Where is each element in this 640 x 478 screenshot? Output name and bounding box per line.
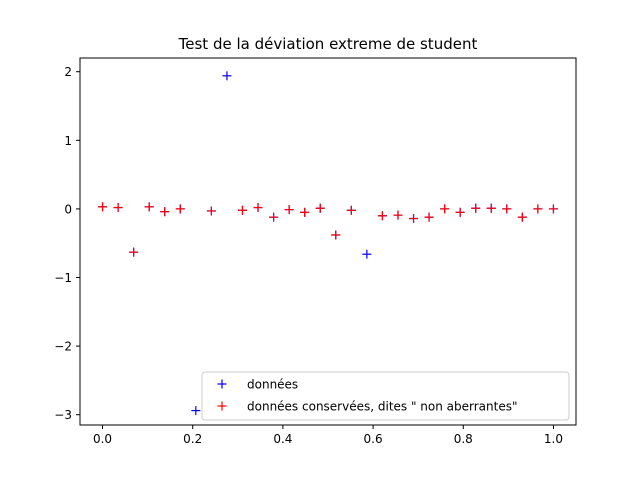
data-point [284,205,294,215]
data-point [486,203,496,213]
x-tick-label: 0.8 [454,432,473,446]
legend-label: données [247,378,298,392]
data-point [377,211,387,221]
plot-area: 0.0 0.2 0.4 0.6 0.8 1.0 −3 −2 −1 0 1 2 [54,57,577,446]
data-point [269,212,279,222]
y-tick-label: −3 [54,408,72,422]
legend-box [201,371,570,421]
data-point [471,203,481,213]
data-point [393,210,403,220]
data-point [440,204,450,214]
data-point [533,204,543,214]
y-tick-label: −1 [54,271,72,285]
data-point [160,207,170,217]
data-point [300,207,310,217]
legend-marker [217,401,227,411]
data-point [253,203,263,213]
y-tick-label: 2 [64,65,72,79]
x-tick-label: 0.4 [273,432,292,446]
data-point [409,214,419,224]
chart-title: Test de la déviation extreme de student [178,35,478,53]
data-point [346,205,356,215]
x-tick-label: 1.0 [544,432,563,446]
x-tick-label: 0.0 [93,432,112,446]
y-tick-label: −2 [54,340,72,354]
data-point [517,212,527,222]
x-tick-label: 0.2 [183,432,202,446]
data-point [144,202,154,212]
data-point [362,249,372,259]
legend-marker [217,379,227,389]
data-point [502,204,512,214]
data-point [315,203,325,213]
data-point [98,202,108,212]
data-point [129,247,139,257]
axes-frame [79,57,577,426]
legend-label: données conservées, dites " non aberrant… [247,400,518,414]
data-point [175,204,185,214]
y-tick-label: 1 [64,134,72,148]
data-point [113,203,123,213]
data-point [424,212,434,222]
data-point [222,71,232,81]
data-point [191,406,201,416]
data-point [331,230,341,240]
data-point [237,205,247,215]
legend: données données conservées, dites " non a… [201,371,570,421]
data-point [455,207,465,217]
series-2 [98,202,558,257]
x-tick-label: 0.6 [364,432,383,446]
data-point [548,204,558,214]
y-tick-label: 0 [64,202,72,216]
data-point [206,206,216,216]
